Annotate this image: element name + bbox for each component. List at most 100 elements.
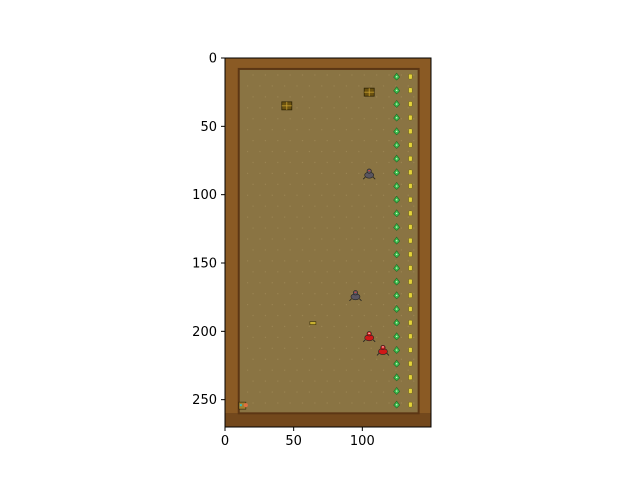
yellow-plant-icon: [408, 388, 413, 394]
green-plant-icon: [393, 72, 401, 81]
floor-speck: [376, 380, 378, 382]
floor-speck: [400, 205, 402, 207]
floor-speck: [407, 304, 409, 306]
floor-speck: [351, 227, 353, 229]
floor-speck: [351, 380, 353, 382]
floor-speck: [321, 260, 323, 262]
floor-speck: [388, 402, 390, 404]
floor-speck: [284, 150, 286, 153]
floor-speck: [363, 183, 365, 185]
red-creature-icon: [376, 344, 390, 356]
floor-speck: [259, 107, 261, 109]
floor-speck: [338, 402, 341, 404]
floor-speck: [363, 293, 365, 295]
green-plant-icon: [393, 168, 401, 177]
floor-speck: [382, 194, 385, 196]
floor-speck: [326, 249, 328, 251]
floor-speck: [314, 293, 316, 295]
floor-speck: [345, 325, 348, 328]
green-plant-icon: [393, 250, 401, 259]
floor-speck: [326, 227, 328, 229]
floor-speck: [370, 107, 372, 109]
floor-speck: [388, 96, 390, 98]
floor-speck: [382, 238, 385, 240]
floor-speck: [413, 74, 415, 76]
floor-speck: [326, 358, 328, 360]
floor-speck: [284, 129, 286, 131]
floor-speck: [370, 369, 372, 371]
floor-speck: [338, 336, 341, 338]
floor-speck: [289, 358, 291, 360]
floor-speck: [271, 391, 273, 393]
floor-speck: [308, 304, 310, 306]
floor-speck: [284, 260, 286, 262]
floor-speck: [321, 369, 323, 371]
floor-speck: [413, 118, 415, 120]
floor-speck: [333, 194, 335, 196]
floor-speck: [264, 336, 267, 338]
floor-speck: [271, 238, 273, 240]
floor-speck: [400, 293, 402, 295]
floor-speck: [388, 118, 390, 120]
floor-speck: [277, 314, 279, 317]
floor-speck: [264, 96, 267, 98]
floor-speck: [277, 249, 279, 251]
floor-speck: [326, 183, 328, 185]
floor-speck: [376, 140, 378, 142]
floor-speck: [271, 325, 273, 328]
floor-speck: [264, 380, 267, 382]
floor-speck: [284, 172, 286, 174]
floor-speck: [333, 85, 335, 87]
floor-speck: [289, 205, 291, 207]
floor-speck: [382, 107, 385, 109]
floor-speck: [400, 336, 402, 338]
floor-speck: [413, 161, 415, 164]
floor-speck: [338, 271, 341, 273]
yellow-plant-icon: [408, 73, 413, 80]
yellow-plant-icon: [408, 306, 413, 312]
x-tick-label: 100: [350, 434, 375, 449]
y-tick-label: 100: [192, 188, 217, 203]
floor-speck: [284, 282, 286, 284]
crate-icon: [363, 87, 375, 97]
floor-speck: [345, 150, 348, 153]
floor-speck: [351, 314, 353, 317]
floor-speck: [333, 347, 335, 349]
floor-speck: [376, 74, 378, 76]
floor-speck: [252, 74, 254, 76]
floor-speck: [395, 85, 397, 87]
floor-speck: [333, 238, 335, 240]
floor-speck: [301, 227, 304, 229]
floor-speck: [345, 260, 348, 262]
floor-speck: [413, 205, 415, 207]
floor-speck: [407, 172, 409, 174]
floor-speck: [388, 358, 390, 360]
floor-speck: [345, 194, 348, 196]
floor-speck: [308, 129, 310, 131]
floor-speck: [333, 391, 335, 393]
floor-speck: [382, 369, 385, 371]
floor-speck: [376, 336, 378, 338]
floor-speck: [363, 336, 365, 338]
yellow-plant-icon: [408, 87, 413, 94]
floor-speck: [314, 358, 316, 360]
floor-speck: [271, 129, 273, 131]
floor-speck: [363, 314, 365, 317]
floor-speck: [382, 150, 385, 153]
floor-speck: [252, 183, 254, 185]
floor-speck: [326, 314, 328, 317]
floor-speck: [246, 304, 249, 306]
floor-speck: [338, 293, 341, 295]
floor-speck: [413, 140, 415, 142]
floor-speck: [246, 260, 249, 262]
floor-speck: [345, 304, 348, 306]
floor-speck: [333, 129, 335, 131]
floor-speck: [395, 216, 397, 218]
floor-speck: [351, 271, 353, 273]
floor-speck: [338, 227, 341, 229]
floor-speck: [296, 194, 298, 196]
floor-speck: [358, 347, 360, 349]
floor-speck: [388, 74, 390, 76]
green-plant-icon: [393, 113, 401, 122]
floor-speck: [246, 129, 249, 131]
